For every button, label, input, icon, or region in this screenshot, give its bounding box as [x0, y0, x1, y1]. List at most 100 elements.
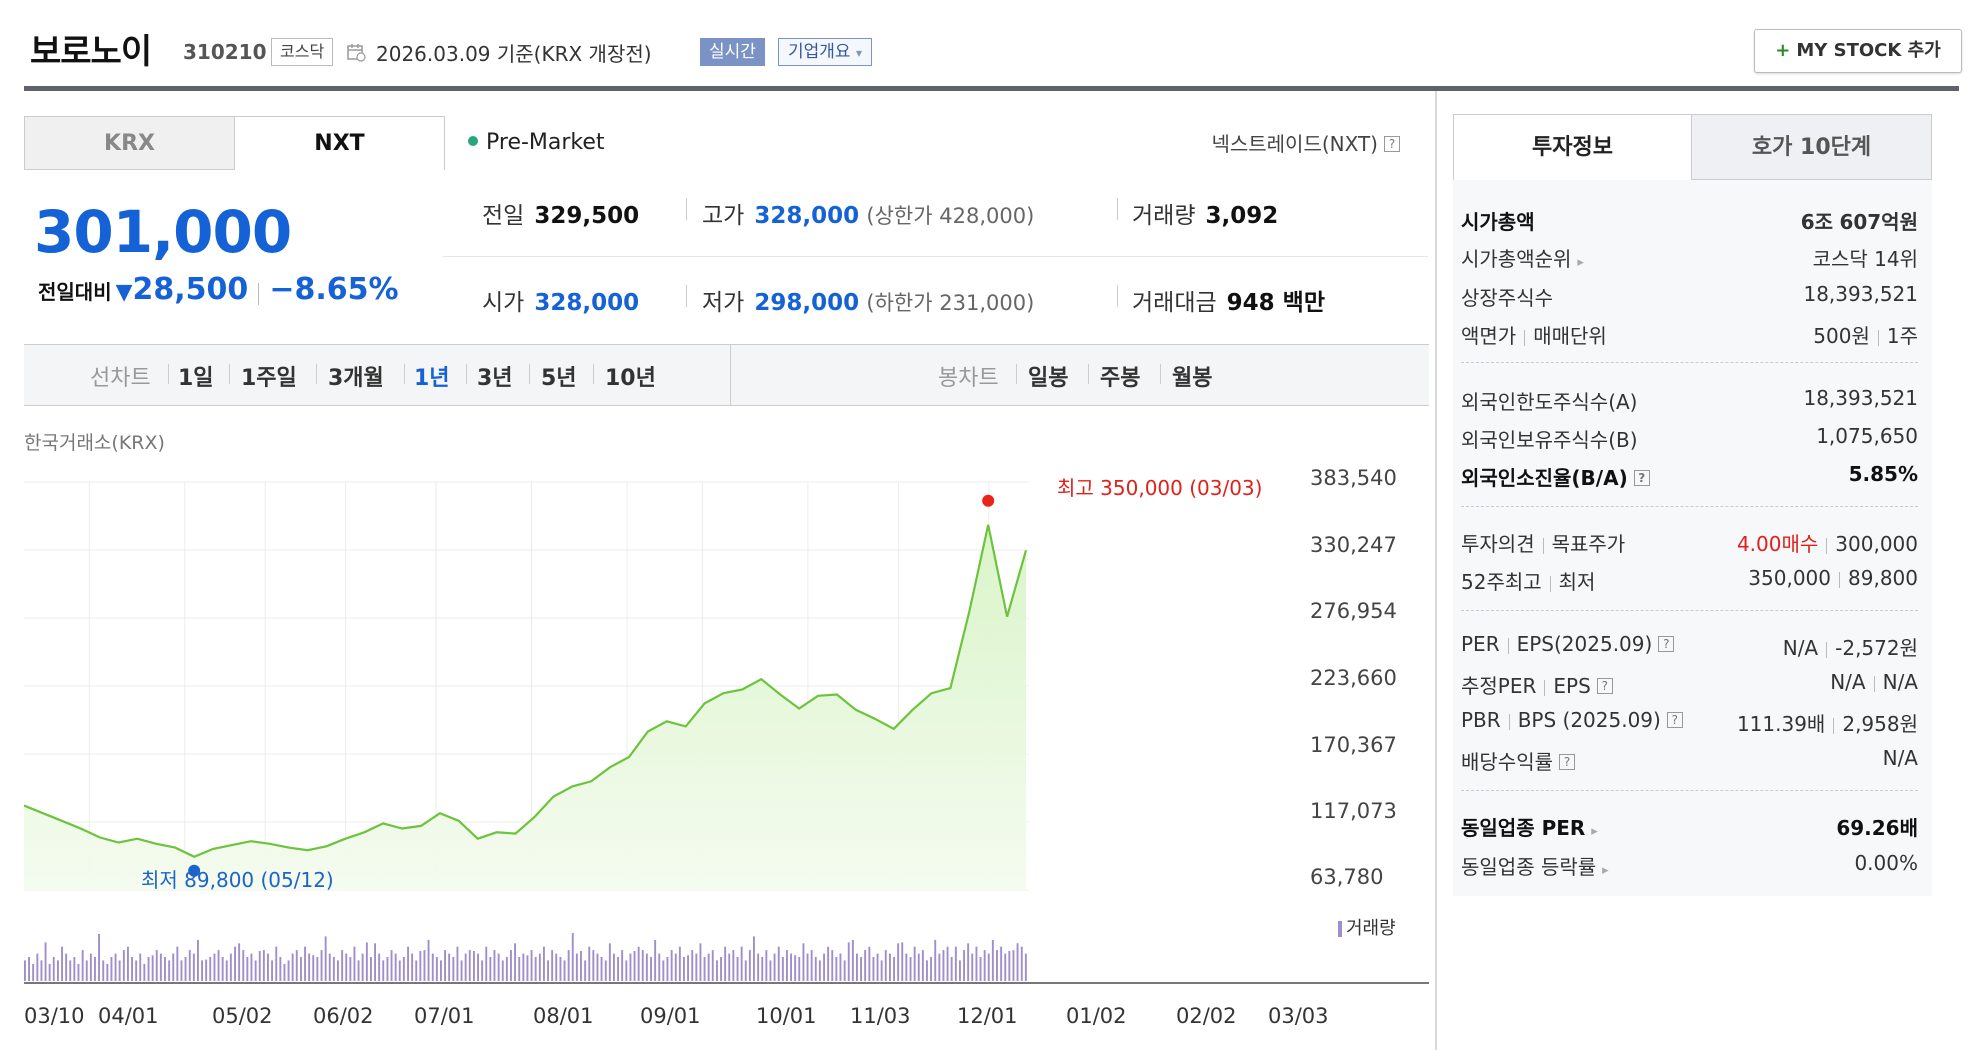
period-5y[interactable]: 5년: [541, 366, 577, 391]
period-3y[interactable]: 3년: [477, 366, 513, 391]
volume-bar: [720, 957, 722, 981]
volume-bar: [131, 957, 133, 981]
volume-bar: [151, 955, 154, 981]
help-icon[interactable]: ?: [1666, 711, 1683, 728]
volume-bar: [386, 957, 389, 981]
volume-bar: [831, 950, 834, 981]
company-overview-button[interactable]: 기업개요 ▾: [778, 38, 872, 66]
realtime-button[interactable]: 실시간: [700, 38, 765, 66]
volume-bar: [703, 957, 706, 981]
volume-bar: [267, 953, 269, 981]
volume-bar: [460, 960, 463, 981]
candle-monthly[interactable]: 월봉: [1172, 366, 1213, 391]
volume-bar: [662, 960, 665, 981]
period-1d[interactable]: 1일: [178, 366, 214, 391]
x-tick-label: 03/10: [24, 1004, 85, 1028]
volume-bar: [641, 950, 644, 981]
volume-bar: [724, 946, 727, 981]
volume-bar: [456, 946, 459, 981]
price-chart[interactable]: [24, 470, 1304, 905]
volume-bar: [629, 953, 632, 981]
row-label: 배당수익률?: [1461, 746, 1575, 775]
help-icon[interactable]: ?: [1559, 753, 1575, 770]
x-tick-label: 08/01: [533, 1004, 594, 1028]
period-10y[interactable]: 10년: [605, 366, 656, 391]
volume-bar: [794, 955, 797, 981]
period-1y[interactable]: 1년: [414, 366, 450, 391]
separator: [686, 198, 687, 220]
volume-bar: [666, 957, 669, 981]
divider: [1461, 790, 1918, 791]
volume-bar: [407, 946, 409, 981]
volume-bar: [398, 960, 401, 981]
volume-bar: [337, 960, 339, 981]
row-label[interactable]: 시가총액순위 ▸: [1461, 243, 1584, 272]
volume-bar: [328, 953, 331, 981]
separator: [168, 364, 169, 384]
volume-bar: [518, 957, 521, 981]
divider: [1461, 610, 1918, 611]
volume-bar: [1008, 951, 1011, 981]
volume-bar: [971, 953, 974, 981]
volume-bar: [44, 942, 47, 981]
volume-bar: [856, 953, 858, 981]
separator: [404, 364, 405, 384]
volume-bar: [860, 957, 862, 981]
volume-bar: [716, 960, 718, 981]
volume-bar: [991, 939, 994, 981]
period-1w[interactable]: 1주일: [241, 366, 297, 391]
volume-bar: [168, 960, 171, 981]
candle-daily[interactable]: 일봉: [1028, 366, 1069, 391]
tab-nxt[interactable]: NXT: [234, 116, 445, 170]
volume-bar: [827, 946, 830, 981]
tab-invest-info[interactable]: 투자정보: [1453, 114, 1692, 180]
volume-bar: [440, 960, 442, 981]
volume-bar: [699, 943, 702, 981]
volume-bar: [258, 951, 261, 981]
down-arrow-icon: ▼: [115, 280, 133, 305]
separator: [1544, 679, 1546, 696]
volume-bar: [810, 950, 813, 981]
help-icon[interactable]: ?: [1384, 135, 1400, 152]
separator: [1508, 713, 1510, 730]
header-divider: [24, 86, 1959, 91]
volume-bar: [543, 946, 545, 981]
y-tick-label: 117,073: [1310, 799, 1397, 823]
row-label[interactable]: 동일업종 등락률 ▸: [1461, 851, 1609, 880]
separator: [1542, 537, 1544, 554]
row-label[interactable]: 동일업종 PER ▸: [1461, 812, 1598, 841]
help-icon[interactable]: ?: [1658, 635, 1675, 652]
volume-bar: [728, 953, 731, 981]
stat-value: 329,500: [534, 203, 640, 229]
volume-bar: [773, 953, 776, 981]
tab-krx[interactable]: KRX: [24, 116, 235, 170]
x-tick-label: 06/02: [313, 1004, 374, 1028]
candle-weekly[interactable]: 주봉: [1100, 366, 1141, 391]
volume-bar: [102, 960, 105, 981]
help-icon[interactable]: ?: [1633, 469, 1650, 486]
period-3m[interactable]: 3개월: [328, 366, 384, 391]
help-icon[interactable]: ?: [1596, 677, 1613, 694]
row-label: 외국인소진율(B/A)?: [1461, 462, 1650, 491]
target-price-label: 목표주가: [1551, 532, 1626, 556]
row-label: 외국인보유주식수(B): [1461, 428, 1638, 452]
volume-bar: [987, 953, 990, 981]
volume-bar: [411, 953, 414, 981]
volume-bar: [592, 950, 595, 981]
my-stock-add-button[interactable]: + MY STOCK 추가: [1754, 29, 1962, 73]
volume-bar: [608, 943, 611, 981]
volume-bar: [884, 950, 887, 981]
volume-bar: [308, 953, 311, 981]
volume-bar: [332, 957, 335, 981]
volume-bar: [36, 953, 39, 981]
volume-bar: [147, 957, 150, 981]
52w-high: 350,000: [1748, 566, 1832, 590]
volume-bar: [279, 957, 282, 981]
volume-bar: [996, 950, 998, 981]
tab-order-book[interactable]: 호가 10단계: [1691, 114, 1932, 180]
volume-bar: [950, 957, 953, 981]
nxt-info-label: 넥스트레이드(NXT): [1211, 132, 1378, 156]
volume-bar: [975, 946, 978, 981]
row-value: 6조 607억원: [1801, 206, 1918, 235]
volume-bar: [345, 953, 348, 981]
